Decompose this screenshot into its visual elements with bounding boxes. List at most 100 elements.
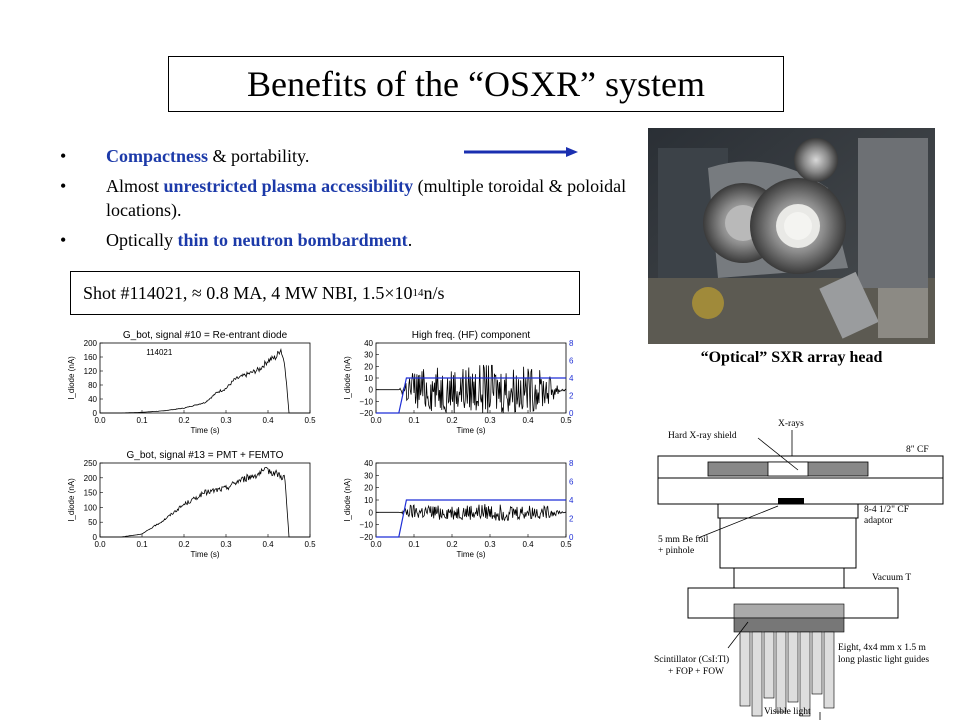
y-tick-label: 0 [93,533,98,542]
label-light-guides-2: long plastic light guides [838,655,929,665]
label-scintillator-2: + FOP + FOW [668,667,724,677]
bullet-item: • Compactness & portability. [60,144,640,168]
label-foil-2: + pinhole [658,546,694,556]
right-y-tick-label: 8 [569,459,574,468]
plot-title: G_bot, signal #13 = PMT + FEMTO [127,450,284,461]
plot-frame [99,462,311,538]
plot-hf-component-1: High freq. (HF) component 0.0 0.1 0.2 0.3 0.4… [343,330,574,435]
x-tick-label: 0.1 [408,416,420,425]
bullet-text-pre: Almost [106,176,164,196]
shot-unit: n/s [423,282,445,303]
x-tick-label: 0.0 [370,540,382,549]
label-8cf: 8" CF [906,445,929,455]
photo-caption: “Optical” SXR array head [700,349,883,366]
y-tick-label: 30 [364,471,373,480]
label-light-guides-1: Eight, 4x4 mm x 1.5 m [838,643,926,653]
label-visible-light: Visible light [764,707,811,717]
y-tick-label: 10 [364,496,373,505]
x-tick-label: 0.4 [522,540,534,549]
x-tick-label: 0.2 [446,540,458,549]
bullet-highlight: thin to neutron bombardment [177,230,408,250]
y-tick-label: 0 [369,386,374,395]
bullet-text-post: (multiple toroidal & poloidal locations)… [106,176,627,220]
x-tick-label: 0.0 [370,416,382,425]
right-y-tick-label: 6 [569,357,574,366]
y-tick-label: 40 [364,339,373,348]
plot-title: High freq. (HF) component [412,330,531,341]
x-tick-label: 0.2 [178,416,190,425]
right-y-tick-label: 2 [569,515,574,524]
bullet-symbol: • [60,176,67,196]
x-tick-label: 0.1 [136,416,148,425]
right-y-tick-label: 4 [569,374,574,383]
plot-annotation: 114021 [146,348,173,357]
y-tick-label: 250 [84,459,98,468]
slide-title: Benefits of the “OSXR” system [168,56,784,112]
bullet-text-pre: Optically [106,230,178,250]
signal-trace [376,504,567,522]
x-axis-label: Time (s) [456,426,485,435]
bullet-text-post: & portability. [208,146,310,166]
shot-info-box: Shot #114021, ≈ 0.8 MA, 4 MW NBI, 1.5×10… [70,271,580,315]
sxr-array-head-photo [648,128,935,344]
label-vacuum-t: Vacuum T [872,573,911,583]
detector-diagram: X-rays Hard X-ray shield 8" CF 8-4 1/2" … [654,419,944,720]
bullet-highlight: Compactness [106,146,208,166]
x-axis-label: Time (s) [456,550,485,559]
y-tick-label: 120 [84,367,98,376]
x-tick-label: 0.4 [262,540,274,549]
y-axis-label: I_diode (nA) [343,356,352,400]
x-tick-label: 0.3 [220,540,232,549]
right-y-tick-label: 8 [569,339,574,348]
y-tick-label: 100 [84,503,98,512]
nbi-power-trace [376,377,566,414]
y-tick-label: 20 [364,362,373,371]
x-tick-label: 0.5 [304,540,316,549]
plot-title: G_bot, signal #10 = Re-entrant diode [123,330,288,341]
x-tick-label: 0.5 [560,540,572,549]
shot-exponent: 14 [412,287,424,299]
x-tick-label: 0.4 [522,416,534,425]
bullet-item: • Almost unrestricted plasma accessibili… [60,174,640,222]
x-tick-label: 0.1 [408,540,420,549]
plot-pmt-femto: G_bot, signal #13 = PMT + FEMTO 0.0 0.1 0.2… [67,450,316,559]
bullet-list: • Compactness & portability. • Almost un… [60,144,640,258]
label-scintillator-1: Scintillator (CsI:Tl) [654,654,729,665]
y-tick-label: −20 [359,409,373,418]
plot-hf-component-2: 0.0 0.1 0.2 0.3 0.4 0.5 −20 −10 0 10 20 30 40 0 2 4 6 8 Ti… [343,459,574,559]
signal-trace [100,466,310,538]
right-y-tick-label: 0 [569,409,574,418]
label-foil-1: 5 mm Be foil [658,534,709,545]
x-tick-label: 0.3 [220,416,232,425]
y-tick-label: 80 [88,381,97,390]
x-tick-label: 0.0 [94,540,106,549]
y-tick-label: 10 [364,374,373,383]
y-tick-label: −20 [359,533,373,542]
bullet-symbol: • [60,146,67,166]
x-tick-label: 0.0 [94,416,106,425]
y-tick-label: 30 [364,351,373,360]
bullet-highlight: unrestricted plasma accessibility [163,176,414,196]
right-y-tick-label: 0 [569,533,574,542]
plot-frame [99,342,311,414]
y-axis-label: I_diode (nA) [67,478,76,522]
bullet-item: • Optically thin to neutron bombardment. [60,228,640,252]
nbi-power-trace [376,499,566,538]
y-tick-label: 40 [364,459,373,468]
right-y-tick-label: 6 [569,478,574,487]
x-axis-label: Time (s) [190,426,219,435]
y-tick-label: −10 [359,521,373,530]
bullet-symbol: • [60,230,67,250]
x-tick-label: 0.5 [560,416,572,425]
x-tick-label: 0.2 [178,540,190,549]
right-y-tick-label: 2 [569,392,574,401]
x-tick-label: 0.3 [484,416,496,425]
label-shield: Hard X-ray shield [668,431,737,441]
y-tick-label: 200 [84,339,98,348]
signal-trace [376,364,567,414]
y-tick-label: 40 [88,395,97,404]
plot-re-entrant-diode: G_bot, signal #10 = Re-entrant diode 0.0 0… [67,330,316,435]
y-tick-label: 50 [88,518,97,527]
x-tick-label: 0.5 [304,416,316,425]
x-tick-label: 0.4 [262,416,274,425]
